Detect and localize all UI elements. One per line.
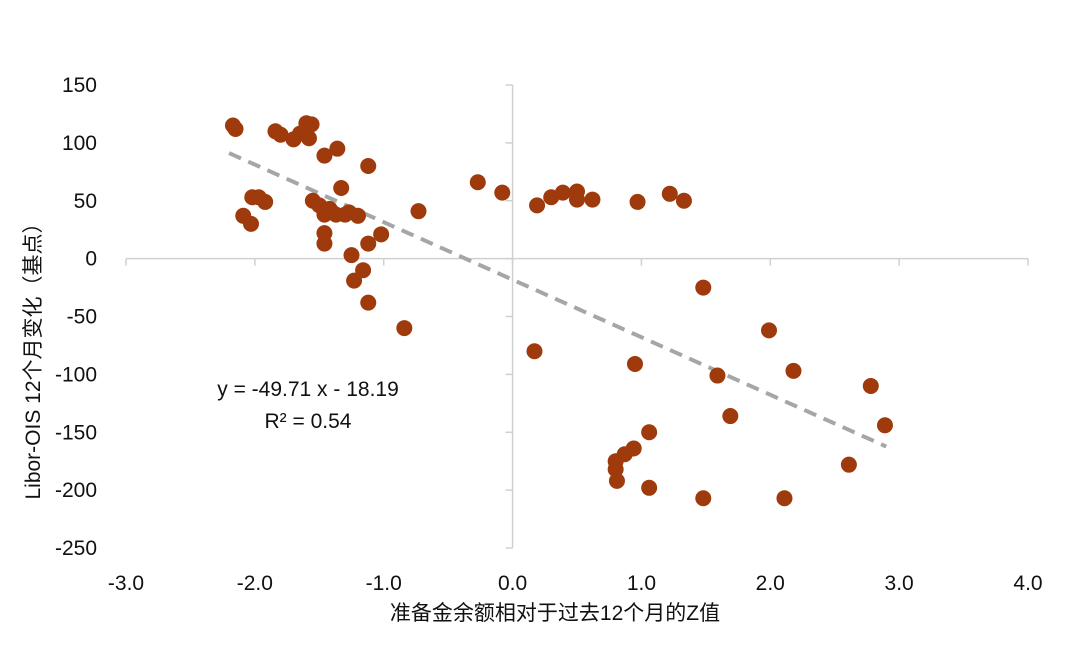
data-point [300,130,317,147]
data-point [329,140,346,157]
data-point [840,456,857,473]
data-point [569,191,585,208]
y-tick-label: -250 [55,537,97,560]
data-point [661,185,678,202]
data-point [695,279,712,296]
y-tick-label: 50 [74,190,97,213]
data-point [257,193,274,210]
data-point [709,367,726,384]
data-point [722,408,739,425]
data-point [333,180,350,197]
data-point [343,247,360,264]
data-point [785,362,802,379]
y-tick-label: -150 [55,421,97,444]
y-tick-label: -200 [55,479,97,502]
data-point [862,377,879,394]
data-point [410,203,427,220]
data-point [360,235,377,252]
data-point [760,322,777,339]
trendline-equation: y = -49.71 x - 18.19 [217,378,399,401]
data-point [776,490,793,507]
x-tick-label: 1.0 [627,572,656,595]
y-tick-label: 150 [62,74,97,97]
data-point [607,461,624,478]
data-point [526,343,543,360]
y-tick-label: 0 [85,248,97,271]
data-point [355,262,372,279]
data-point [529,197,546,214]
trendline-layer [228,151,888,449]
data-point [373,226,390,243]
data-point [303,116,320,133]
data-point [272,126,289,143]
data-point [641,479,658,496]
data-point [626,355,643,372]
data-point [629,193,646,210]
data-point [608,472,625,489]
trendline [228,151,888,449]
y-axis-title: Libor-OIS 12个月变化（基点） [22,212,45,499]
data-point [316,235,333,252]
data-point [242,215,259,232]
data-point [396,320,413,337]
data-point [584,191,601,208]
data-point [346,272,363,289]
x-tick-label: 2.0 [756,572,785,595]
data-point [554,184,571,201]
x-axis-title: 准备金余额相对于过去12个月的Z值 [390,602,720,625]
data-point [469,174,486,191]
data-point [349,207,366,224]
x-tick-label: 0.0 [498,572,527,595]
y-tick-label: -50 [67,306,97,329]
data-point [316,147,333,164]
y-tick-label: 100 [62,132,97,155]
data-point [695,490,712,507]
data-point [876,417,893,434]
axes-layer: -3.0 -2.0 -1.0 0.0 1.0 2.0 3.0 4.0 150 100 50 0 -50 -… [55,74,1043,595]
labels-layer: 准备金余额相对于过去12个月的Z值 Libor-OIS 12个月变化（基点） y… [22,212,720,625]
x-tick-label: -2.0 [237,572,273,595]
x-tick-label: 3.0 [885,572,914,595]
r-squared-label: R² = 0.54 [265,410,352,433]
data-point [360,294,377,311]
data-point [641,424,658,441]
data-point [227,120,244,137]
data-point [494,184,511,201]
x-tick-label: -3.0 [108,572,144,595]
data-point [675,192,692,209]
data-point [360,158,377,175]
x-tick-label: -1.0 [366,572,402,595]
y-tick-label: -100 [55,363,97,386]
data-points-layer [224,115,893,507]
x-tick-label: 4.0 [1013,572,1042,595]
